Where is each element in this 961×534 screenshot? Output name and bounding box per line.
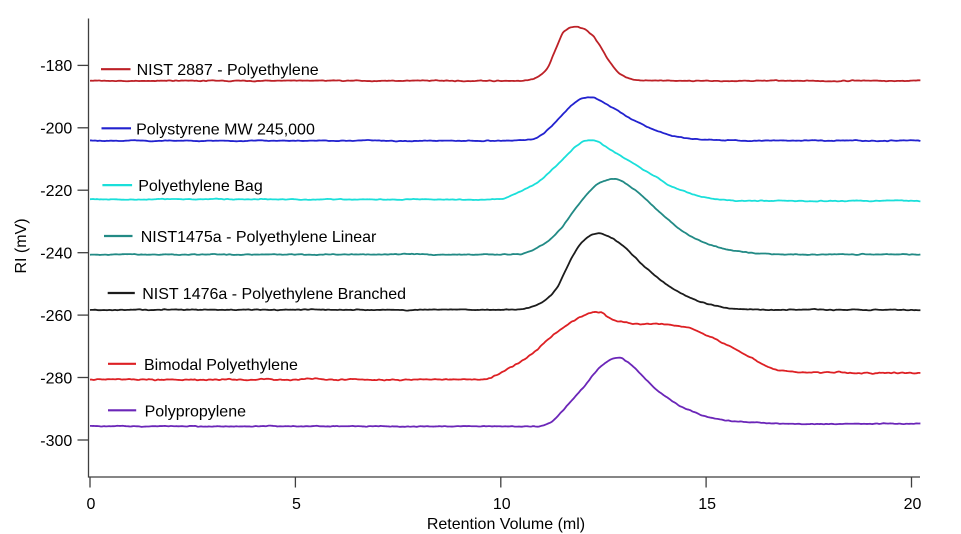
svg-text:Polypropylene: Polypropylene: [145, 403, 247, 420]
svg-text:Bimodal Polyethylene: Bimodal Polyethylene: [144, 357, 298, 374]
svg-text:Polystyrene MW 245,000: Polystyrene MW 245,000: [136, 121, 315, 138]
svg-text:NIST 2887 - Polyethylene: NIST 2887 - Polyethylene: [137, 62, 319, 79]
svg-text:20: 20: [904, 496, 922, 513]
svg-text:-300: -300: [40, 433, 72, 450]
svg-text:-180: -180: [40, 58, 72, 75]
svg-text:RI (mV): RI (mV): [13, 218, 30, 273]
svg-text:-200: -200: [40, 121, 72, 138]
svg-text:NIST 1476a - Polyethylene Bran: NIST 1476a - Polyethylene Branched: [142, 286, 406, 303]
svg-text:0: 0: [87, 496, 96, 513]
svg-text:Polyethylene Bag: Polyethylene Bag: [138, 178, 263, 195]
svg-text:Retention Volume (ml): Retention Volume (ml): [427, 516, 585, 533]
svg-text:-280: -280: [40, 370, 72, 387]
svg-text:5: 5: [292, 496, 301, 513]
svg-text:NIST1475a - Polyethylene Linea: NIST1475a - Polyethylene Linear: [141, 229, 377, 246]
svg-text:15: 15: [698, 496, 716, 513]
svg-text:-220: -220: [40, 183, 72, 200]
svg-text:10: 10: [493, 496, 511, 513]
svg-text:-240: -240: [40, 246, 72, 263]
svg-text:-260: -260: [40, 308, 72, 325]
